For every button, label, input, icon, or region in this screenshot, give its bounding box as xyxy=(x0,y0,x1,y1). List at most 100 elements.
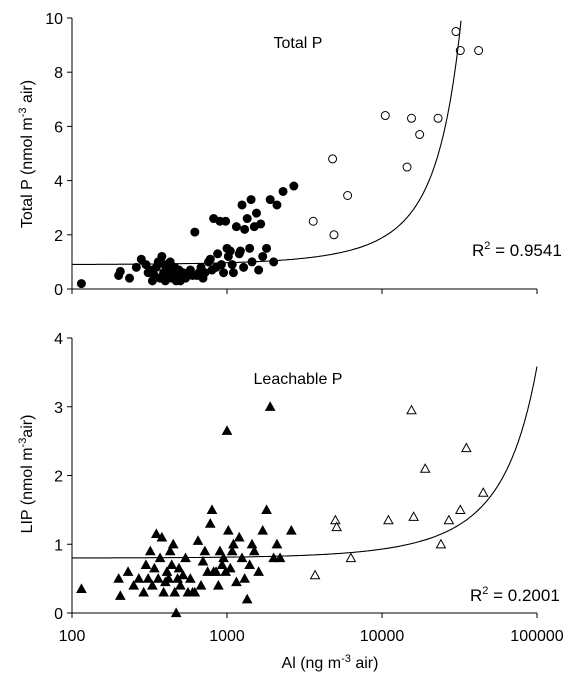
leachable-p-x-ticks: 100 1000 10000 100000 xyxy=(59,613,564,645)
leachable-p-y-tick-label: 1 xyxy=(54,537,63,554)
total-p-open-circle-point xyxy=(433,113,443,123)
total-p-x-ticks xyxy=(71,289,538,294)
leachable-p-filled-triangle-point xyxy=(114,590,126,600)
leachable-p-title: Leachable P xyxy=(254,371,343,388)
leachable-p-y-tick-label: 0 xyxy=(54,606,63,623)
leachable-p-filled-triangle-point xyxy=(140,559,152,569)
leachable-p-filled-triangle-point xyxy=(152,573,164,583)
leachable-p-y-tick-label: 2 xyxy=(54,469,63,486)
total-p-filled-circle-point xyxy=(157,251,167,261)
total-p-filled-circle-point xyxy=(252,208,262,218)
total-p-y-tick-label: 4 xyxy=(54,174,63,191)
total-p-filled-circle-point xyxy=(240,224,250,234)
total-p-filled-circle-point xyxy=(254,265,264,275)
total-p-filled-circle-point xyxy=(115,266,125,276)
leachable-p-open-triangle-point xyxy=(408,511,419,521)
leachable-p-filled-triangle-point xyxy=(149,562,160,573)
leachable-p-filled-triangle-point xyxy=(166,559,178,569)
total-p-filled-circle-point xyxy=(221,216,231,226)
total-p-filled-circle-point xyxy=(242,214,252,224)
total-p-filled-circle-point xyxy=(231,222,241,232)
total-p-filled-circle-point xyxy=(245,243,255,253)
total-p-filled-circle-point xyxy=(76,279,86,289)
leachable-p-filled-triangle-point xyxy=(241,593,253,604)
leachable-p-filled-triangle-point xyxy=(76,583,87,594)
total-p-y-axis-label: Total P (nmol m-3 air) xyxy=(17,80,36,228)
total-p-filled-circle-point xyxy=(246,195,256,205)
total-p-filled-circle-point xyxy=(131,262,141,272)
total-p-open-circle-point xyxy=(380,111,390,121)
total-p-filled-circle-point xyxy=(205,254,215,264)
leachable-p-open-triangle-point xyxy=(435,538,447,549)
leachable-p-filled-triangle-point xyxy=(221,425,233,435)
leachable-p-open-triangle-point xyxy=(460,442,472,453)
total-p-filled-circle-point xyxy=(262,243,272,253)
total-p-filled-circle-point xyxy=(225,246,235,256)
total-p-data-points xyxy=(76,27,484,289)
total-p-filled-circle-point xyxy=(278,186,288,196)
leachable-p-open-triangle-point xyxy=(477,487,489,497)
leachable-p-filled-triangle-point xyxy=(144,545,156,556)
total-p-filled-circle-point xyxy=(213,249,223,259)
total-p-filled-circle-point xyxy=(265,195,275,205)
leachable-p-filled-triangle-point xyxy=(239,573,251,583)
leachable-p-open-triangle-point xyxy=(331,521,343,532)
leachable-p-open-triangle-point xyxy=(309,569,321,580)
leachable-p-filled-triangle-point xyxy=(177,569,189,580)
leachable-p-filled-triangle-point xyxy=(257,524,269,535)
leachable-p-filled-triangle-point xyxy=(164,545,176,556)
total-p-filled-circle-point xyxy=(190,227,200,237)
total-p-filled-circle-point xyxy=(256,219,266,229)
x-axis-label: Al (ng m-3 air) xyxy=(282,653,379,672)
leachable-p-filled-triangle-point xyxy=(253,566,264,576)
leachable-p-filled-triangle-point xyxy=(174,579,186,590)
leachable-p-open-triangle-point xyxy=(329,514,341,525)
total-p-filled-circle-point xyxy=(227,260,237,270)
total-p-filled-circle-point xyxy=(235,246,245,256)
leachable-p-filled-triangle-point xyxy=(122,566,134,576)
leachable-p-fit-curve xyxy=(72,366,538,559)
leachable-p-filled-triangle-point xyxy=(264,401,276,411)
total-p-open-circle-point xyxy=(415,130,425,140)
leachable-p-filled-triangle-point xyxy=(204,518,216,528)
leachable-p-filled-triangle-point xyxy=(206,504,218,514)
leachable-p-filled-triangle-point xyxy=(224,562,236,573)
total-p-panel: 0 2 4 6 8 10 Total P R2 = 0.9541 Total P (nmo… xyxy=(17,11,562,299)
total-p-open-circle-point xyxy=(328,154,338,164)
leachable-p-y-tick-label: 4 xyxy=(54,331,63,348)
x-tick-label: 10000 xyxy=(360,628,405,645)
total-p-y-tick-label: 8 xyxy=(54,65,63,82)
total-p-filled-circle-point xyxy=(228,268,238,278)
leachable-p-filled-triangle-point xyxy=(113,573,125,583)
leachable-p-open-triangle-point xyxy=(454,504,466,514)
leachable-p-filled-triangle-point xyxy=(173,562,185,573)
leachable-p-filled-triangle-point xyxy=(210,566,222,576)
leachable-p-y-axis-label: LIP (nmol m-3air) xyxy=(17,415,36,534)
leachable-p-filled-triangle-point xyxy=(156,531,168,542)
leachable-p-filled-triangle-point xyxy=(142,573,154,583)
leachable-p-open-triangle-point xyxy=(419,463,431,473)
leachable-p-filled-triangle-point xyxy=(214,545,226,556)
leachable-p-filled-triangle-point xyxy=(213,579,224,590)
leachable-p-filled-triangle-point xyxy=(197,555,209,566)
leachable-p-filled-triangle-point xyxy=(271,538,283,549)
leachable-p-filled-triangle-point xyxy=(233,531,245,542)
total-p-y-ticks: 0 2 4 6 8 10 xyxy=(45,11,72,299)
leachable-p-data-points xyxy=(76,401,489,618)
leachable-p-filled-triangle-point xyxy=(192,535,204,545)
leachable-p-filled-triangle-point xyxy=(184,573,196,583)
leachable-p-filled-triangle-point xyxy=(231,576,242,587)
leachable-p-filled-triangle-point xyxy=(169,586,181,597)
leachable-p-open-triangle-point xyxy=(345,552,357,563)
leachable-p-open-triangle-point xyxy=(443,514,455,525)
total-p-y-tick-label: 10 xyxy=(45,11,63,28)
total-p-filled-circle-point xyxy=(216,260,226,270)
leachable-p-open-triangle-point xyxy=(406,404,417,415)
total-p-fit-curve xyxy=(72,20,462,265)
total-p-open-circle-point xyxy=(474,46,484,56)
leachable-p-filled-triangle-point xyxy=(216,559,228,569)
total-p-filled-circle-point xyxy=(219,268,229,278)
leachable-p-filled-triangle-point xyxy=(128,579,140,590)
total-p-y-tick-label: 2 xyxy=(54,228,63,245)
